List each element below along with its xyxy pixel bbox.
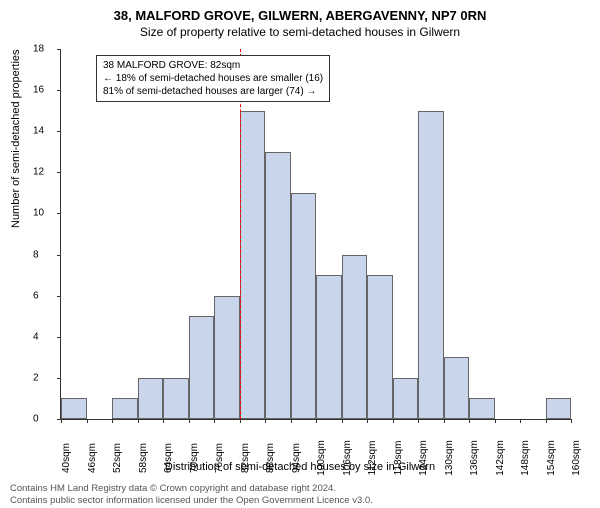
x-tick-mark <box>214 419 215 423</box>
annotation-line-2: ← 18% of semi-detached houses are smalle… <box>103 72 323 85</box>
y-tick-mark <box>57 337 61 338</box>
histogram-bar <box>138 378 164 419</box>
histogram-bar <box>163 378 189 419</box>
x-tick-mark <box>112 419 113 423</box>
y-tick-mark <box>57 49 61 50</box>
histogram-bar <box>418 111 444 419</box>
x-tick-mark <box>163 419 164 423</box>
y-tick-mark <box>57 172 61 173</box>
x-tick-mark <box>393 419 394 423</box>
y-tick-mark <box>57 255 61 256</box>
y-tick-label: 12 <box>33 167 44 178</box>
y-tick-label: 8 <box>33 249 39 260</box>
y-tick-label: 0 <box>33 414 39 425</box>
y-axis-label: Number of semi-detached properties <box>10 49 22 228</box>
histogram-bar <box>240 111 266 419</box>
footer-line-2: Contains public sector information licen… <box>10 495 373 506</box>
x-tick-mark <box>240 419 241 423</box>
x-tick-mark <box>316 419 317 423</box>
x-tick-mark <box>444 419 445 423</box>
x-tick-mark <box>367 419 368 423</box>
annotation-box: 38 MALFORD GROVE: 82sqm← 18% of semi-det… <box>96 55 330 102</box>
histogram-bar <box>112 398 138 419</box>
annotation-line-3: 81% of semi-detached houses are larger (… <box>103 85 323 98</box>
footer: Contains HM Land Registry data © Crown c… <box>10 483 373 506</box>
histogram-bar <box>393 378 419 419</box>
x-tick-mark <box>291 419 292 423</box>
y-tick-label: 6 <box>33 290 39 301</box>
x-tick-mark <box>418 419 419 423</box>
histogram-bar <box>342 255 368 419</box>
x-tick-mark <box>495 419 496 423</box>
histogram-bar <box>291 193 317 419</box>
y-tick-mark <box>57 213 61 214</box>
chart-subtitle: Size of property relative to semi-detach… <box>0 25 600 39</box>
x-tick-mark <box>546 419 547 423</box>
y-tick-label: 18 <box>33 44 44 55</box>
x-tick-mark <box>61 419 62 423</box>
histogram-bar <box>546 398 572 419</box>
histogram-bar <box>189 316 215 419</box>
chart-container: 02468101214161840sqm46sqm52sqm58sqm64sqm… <box>60 49 570 419</box>
x-tick-mark <box>342 419 343 423</box>
footer-line-1: Contains HM Land Registry data © Crown c… <box>10 483 373 494</box>
y-tick-label: 2 <box>33 372 39 383</box>
histogram-bar <box>469 398 495 419</box>
x-tick-mark <box>87 419 88 423</box>
y-tick-mark <box>57 296 61 297</box>
y-tick-label: 16 <box>33 85 44 96</box>
y-tick-label: 10 <box>33 208 44 219</box>
histogram-bar <box>265 152 291 419</box>
annotation-line-1: 38 MALFORD GROVE: 82sqm <box>103 59 323 72</box>
plot-area: 02468101214161840sqm46sqm52sqm58sqm64sqm… <box>60 49 571 420</box>
histogram-bar <box>444 357 470 419</box>
x-tick-mark <box>189 419 190 423</box>
histogram-bar <box>214 296 240 419</box>
x-tick-mark <box>265 419 266 423</box>
histogram-bar <box>367 275 393 419</box>
histogram-bar <box>316 275 342 419</box>
chart-title: 38, MALFORD GROVE, GILWERN, ABERGAVENNY,… <box>0 8 600 23</box>
x-tick-mark <box>469 419 470 423</box>
x-tick-mark <box>571 419 572 423</box>
y-tick-label: 4 <box>33 331 39 342</box>
x-tick-mark <box>138 419 139 423</box>
y-tick-label: 14 <box>33 126 44 137</box>
x-tick-mark <box>520 419 521 423</box>
marker-line <box>240 49 242 419</box>
y-tick-mark <box>57 378 61 379</box>
y-tick-mark <box>57 131 61 132</box>
x-axis-label: Distribution of semi-detached houses by … <box>0 461 600 473</box>
y-tick-mark <box>57 90 61 91</box>
histogram-bar <box>61 398 87 419</box>
